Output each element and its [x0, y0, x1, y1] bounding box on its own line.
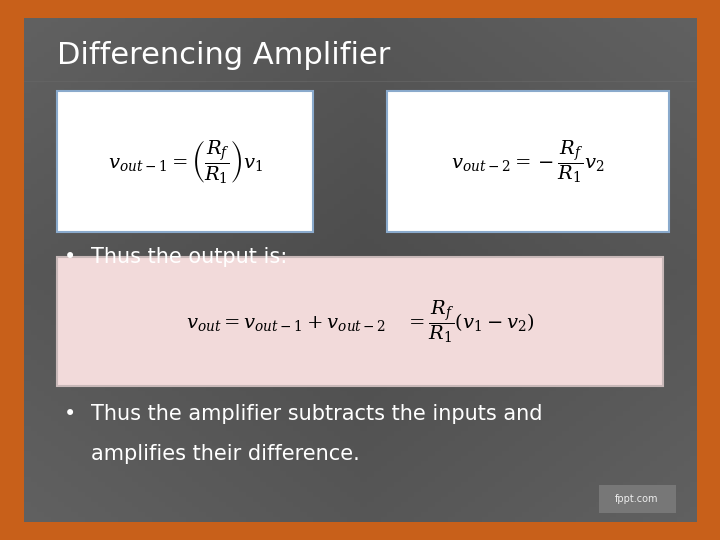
Text: $v_{out-1} = \left(\dfrac{R_f}{R_1}\right)v_1$: $v_{out-1} = \left(\dfrac{R_f}{R_1}\righ…: [107, 138, 263, 185]
FancyBboxPatch shape: [58, 258, 662, 386]
Text: Thus the output is:: Thus the output is:: [91, 247, 287, 267]
FancyBboxPatch shape: [599, 485, 676, 513]
Text: fppt.com: fppt.com: [616, 495, 659, 504]
FancyBboxPatch shape: [387, 91, 670, 232]
Text: •: •: [64, 404, 76, 424]
Text: Thus the amplifier subtracts the inputs and: Thus the amplifier subtracts the inputs …: [91, 404, 542, 424]
Text: Differencing Amplifier: Differencing Amplifier: [58, 40, 391, 70]
FancyBboxPatch shape: [58, 91, 313, 232]
Text: •: •: [64, 247, 76, 267]
Text: $v_{out-2} = -\dfrac{R_f}{R_1}v_2$: $v_{out-2} = -\dfrac{R_f}{R_1}v_2$: [451, 138, 605, 185]
Text: $v_{out} = v_{out-1} + v_{out-2}\quad = \dfrac{R_f}{R_1}\left(v_1 - v_2\right)$: $v_{out} = v_{out-1} + v_{out-2}\quad = …: [186, 298, 534, 345]
Text: amplifies their difference.: amplifies their difference.: [91, 444, 360, 464]
